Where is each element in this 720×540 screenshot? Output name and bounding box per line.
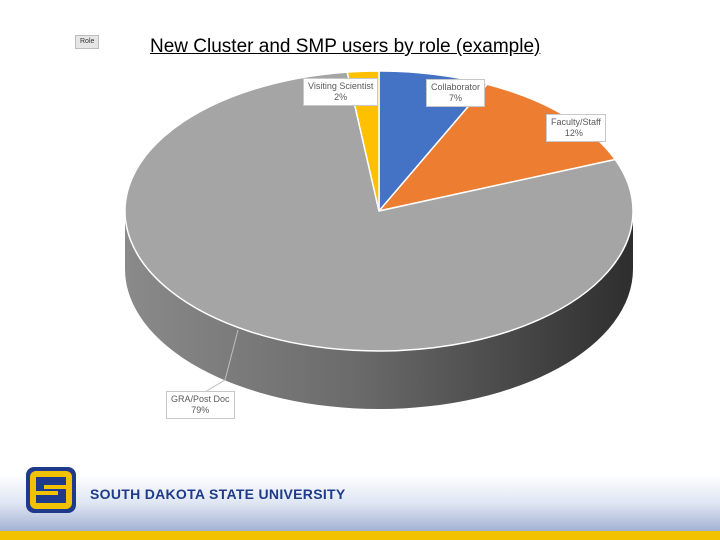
callout-faculty-staff: Faculty/Staff 12%: [546, 114, 606, 142]
university-name: SOUTH DAKOTA STATE UNIVERSITY: [90, 486, 346, 502]
slice-label-gra-post-doc: GRA/Post Doc: [171, 394, 230, 404]
chart-title: New Cluster and SMP users by role (examp…: [150, 36, 541, 57]
slice-value-visiting-scientist: 2%: [334, 92, 348, 102]
slice-value-collaborator: 7%: [449, 93, 463, 103]
pie-slice-visiting-scientist: [346, 70, 380, 212]
sdsu-logo: [26, 467, 76, 513]
role-filter-button[interactable]: Role: [75, 35, 100, 49]
callout-visiting-scientist: Visiting Scientist 2%: [303, 78, 379, 106]
callout-collaborator: Collaborator 7%: [426, 79, 486, 107]
pie-slice-gra-post-doc: [124, 71, 634, 352]
callout-leader-gra-post-doc: [204, 329, 239, 393]
slice-label-visiting-scientist: Visiting Scientist: [308, 81, 374, 91]
slice-value-gra-post-doc: 79%: [191, 405, 210, 415]
pie-side-gra-post-doc: [125, 211, 633, 409]
footer-band: [0, 458, 720, 540]
slice-value-faculty-staff: 12%: [564, 128, 583, 138]
slice-label-faculty-staff: Faculty/Staff: [551, 117, 601, 127]
callout-gra-post-doc: GRA/Post Doc 79%: [166, 391, 235, 419]
slice-label-collaborator: Collaborator: [431, 82, 481, 92]
footer-gold-stripe: [0, 531, 720, 540]
